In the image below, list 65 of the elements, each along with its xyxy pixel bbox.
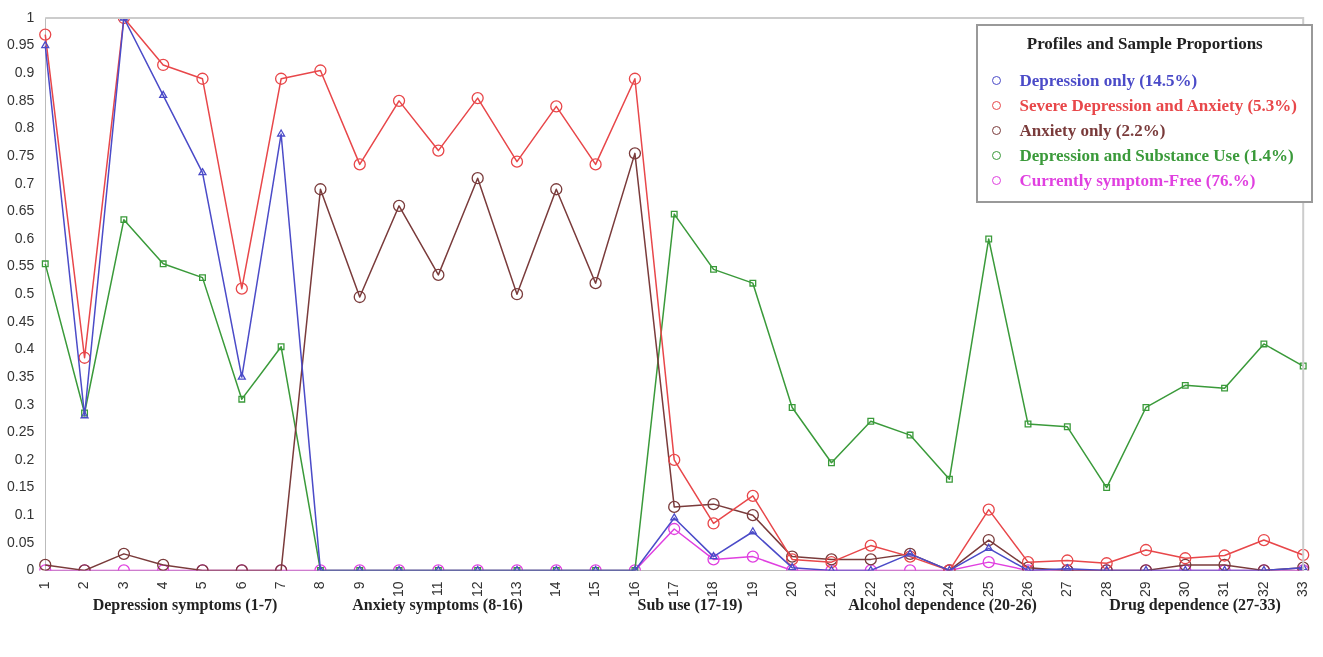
x-tick-label: 16	[625, 581, 642, 598]
text: Drug dependence (27-33)	[1109, 596, 1281, 614]
y-tick-label: 0.75	[7, 146, 35, 163]
x-tick-label: 10	[389, 581, 406, 598]
x-tick-label: 31	[1215, 581, 1232, 598]
y-tick-label: 0.85	[7, 91, 35, 108]
x-tick-label: 13	[507, 581, 524, 598]
y-tick-label: 0.2	[14, 450, 35, 467]
x-tick-label: 14	[547, 581, 564, 598]
text: Depression symptoms (1-7)	[92, 596, 278, 614]
x-tick-label: 7	[271, 581, 288, 590]
legend-label: Depression and Substance Use (1.4%)	[1019, 145, 1294, 167]
legend-label: Depression only (14.5%)	[1019, 70, 1198, 92]
y-tick-label: 0.55	[7, 257, 35, 274]
y-tick-label: 0.9	[14, 64, 35, 81]
x-tick-label: 8	[311, 581, 328, 590]
x-tick-label: 18	[704, 581, 721, 598]
x-tick-label: 22	[861, 581, 878, 598]
legend-label: Anxiety only (2.2%)	[1019, 120, 1166, 142]
x-tick-label: 21	[822, 581, 839, 598]
x-tick-label: 24	[940, 581, 957, 598]
x-tick-label: 25	[979, 581, 996, 598]
x-tick-label: 28	[1097, 581, 1114, 598]
x-tick-label: 15	[586, 581, 603, 598]
y-tick-label: 0.45	[7, 312, 35, 329]
legend-label: Currently symptom-Free (76.%)	[1019, 170, 1256, 192]
x-tick-label: 29	[1136, 581, 1153, 598]
y-tick-label: 0.05	[7, 533, 35, 550]
y-tick-label: 0.1	[14, 506, 35, 523]
x-tick-label: 11	[429, 581, 446, 596]
y-tick-label: 0.35	[7, 367, 35, 384]
y-tick-label: 0.6	[14, 229, 35, 246]
y-tick-label: 1	[26, 8, 35, 25]
x-tick-label: 6	[232, 581, 249, 590]
x-tick-label: 20	[783, 581, 800, 598]
x-tick-label: 4	[154, 581, 171, 590]
x-tick-label: 12	[468, 581, 485, 598]
text: Anxiety symptoms (8-16)	[352, 596, 523, 614]
text: Alcohol dependence (20-26)	[848, 596, 1037, 614]
y-tick-label: 0.7	[14, 174, 35, 191]
x-tick-label: 1	[36, 581, 53, 590]
x-tick-label: 26	[1018, 581, 1035, 598]
x-tick-label: 23	[900, 581, 917, 598]
y-tick-label: 0.65	[7, 202, 35, 219]
x-tick-label: 27	[1058, 581, 1075, 598]
y-tick-label: 0.95	[7, 36, 35, 53]
y-tick-label: 0.8	[14, 119, 35, 136]
x-tick-label: 9	[350, 581, 367, 590]
x-tick-label: 3	[114, 581, 131, 590]
x-tick-label: 32	[1254, 581, 1271, 598]
x-tick-label: 5	[193, 581, 210, 590]
y-tick-label: 0.3	[14, 395, 35, 412]
legend-title: Profiles and Sample Proportions	[1025, 34, 1264, 54]
x-tick-label: 2	[75, 581, 92, 590]
y-tick-label: 0.4	[14, 340, 35, 357]
x-tick-label: 17	[665, 581, 682, 598]
x-tick-label: 19	[743, 581, 760, 598]
legend-label: Severe Depression and Anxiety (5.3%)	[1019, 95, 1297, 117]
y-tick-label: 0.25	[7, 423, 35, 440]
y-tick-label: 0	[26, 561, 35, 578]
x-tick-label: 33	[1294, 581, 1311, 598]
y-tick-label: 0.15	[7, 478, 35, 495]
y-tick-label: 0.5	[14, 285, 35, 302]
text: Sub use (17-19)	[637, 596, 743, 614]
x-tick-label: 30	[1176, 581, 1193, 598]
